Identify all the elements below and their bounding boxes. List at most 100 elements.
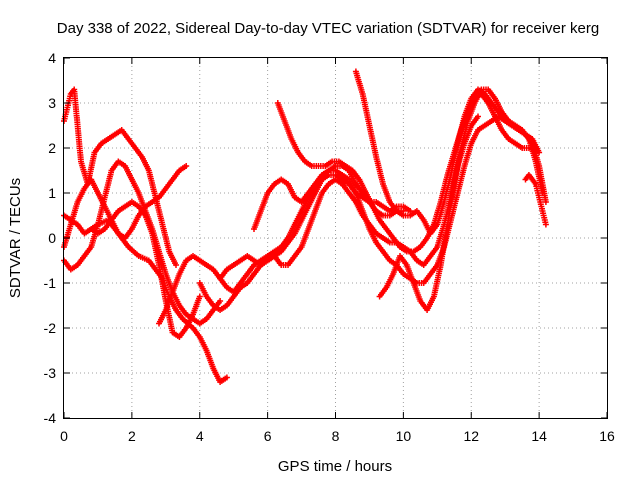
data-point bbox=[113, 133, 117, 136]
data-point bbox=[344, 164, 347, 168]
data-point bbox=[293, 254, 296, 258]
data-point bbox=[110, 169, 113, 172]
data-point bbox=[280, 178, 283, 181]
data-point bbox=[459, 146, 463, 150]
data-point bbox=[79, 160, 83, 163]
data-point bbox=[480, 88, 483, 91]
data-point bbox=[507, 119, 510, 123]
data-point bbox=[544, 200, 548, 204]
data-point bbox=[537, 196, 541, 199]
data-point bbox=[354, 70, 358, 73]
data-point bbox=[259, 259, 263, 262]
data-point bbox=[130, 227, 134, 231]
data-point bbox=[137, 214, 140, 217]
data-point bbox=[361, 209, 364, 213]
data-point bbox=[391, 236, 395, 240]
data-point bbox=[225, 286, 229, 289]
data-point bbox=[212, 367, 215, 370]
data-point bbox=[388, 259, 391, 262]
data-point bbox=[69, 268, 72, 271]
y-tick-label: 0 bbox=[48, 230, 56, 246]
x-tick-label: 14 bbox=[531, 428, 547, 444]
data-point bbox=[69, 223, 72, 226]
data-point bbox=[191, 326, 195, 330]
data-point bbox=[358, 178, 361, 181]
x-tick-label: 4 bbox=[196, 428, 204, 444]
x-tick-label: 10 bbox=[396, 428, 412, 444]
data-point bbox=[283, 119, 286, 123]
data-point bbox=[174, 263, 178, 267]
data-point bbox=[120, 128, 123, 132]
chart-title: Day 338 of 2022, Sidereal Day-to-day VTE… bbox=[57, 20, 599, 37]
data-point bbox=[324, 164, 327, 168]
data-point bbox=[541, 209, 544, 213]
data-point bbox=[239, 286, 242, 289]
data-point bbox=[442, 200, 446, 204]
data-point bbox=[191, 313, 195, 316]
data-point bbox=[178, 335, 181, 339]
data-point bbox=[286, 182, 290, 186]
series-arc-l bbox=[376, 86, 546, 313]
data-point bbox=[246, 272, 249, 276]
data-point bbox=[266, 259, 269, 262]
data-point bbox=[341, 178, 344, 181]
data-point bbox=[76, 200, 79, 204]
data-point bbox=[544, 223, 548, 226]
data-point bbox=[273, 254, 276, 258]
data-point bbox=[178, 272, 181, 276]
data-point bbox=[103, 205, 106, 208]
data-point bbox=[364, 191, 368, 195]
data-point bbox=[388, 214, 391, 217]
data-point bbox=[375, 241, 378, 244]
data-point bbox=[436, 245, 439, 249]
data-point bbox=[463, 164, 466, 168]
data-point bbox=[296, 151, 300, 154]
data-point bbox=[225, 304, 229, 307]
data-point bbox=[303, 160, 307, 163]
series-arc-m bbox=[522, 172, 549, 228]
data-point bbox=[402, 272, 405, 276]
data-point bbox=[341, 173, 344, 177]
grid-lines bbox=[64, 58, 607, 418]
data-point bbox=[313, 209, 317, 213]
data-point bbox=[381, 250, 385, 253]
data-point bbox=[527, 173, 531, 177]
data-point bbox=[361, 92, 364, 96]
data-point bbox=[354, 191, 358, 195]
data-point bbox=[93, 151, 96, 154]
data-point bbox=[449, 173, 453, 177]
data-point bbox=[327, 169, 330, 172]
data-point bbox=[463, 115, 466, 118]
data-point bbox=[106, 137, 110, 141]
data-point bbox=[147, 259, 151, 262]
data-point bbox=[252, 272, 256, 276]
data-point bbox=[89, 245, 93, 249]
data-point bbox=[490, 101, 493, 105]
data-point bbox=[422, 281, 425, 285]
series-arc-e bbox=[88, 199, 203, 340]
data-point bbox=[218, 299, 222, 303]
data-point bbox=[161, 223, 164, 226]
x-tick-label: 0 bbox=[60, 428, 68, 444]
series-arc-k bbox=[352, 68, 543, 237]
data-point bbox=[117, 209, 120, 213]
y-tick-label: 1 bbox=[48, 185, 56, 201]
data-point bbox=[368, 227, 371, 231]
data-point bbox=[89, 227, 93, 231]
data-point bbox=[151, 200, 154, 204]
data-point bbox=[476, 128, 480, 132]
data-point bbox=[191, 254, 195, 258]
data-point bbox=[259, 263, 263, 267]
data-point bbox=[212, 308, 215, 312]
data-point bbox=[334, 164, 337, 168]
data-point bbox=[273, 250, 276, 253]
data-point bbox=[307, 191, 310, 195]
data-point bbox=[218, 308, 222, 312]
data-point bbox=[534, 182, 537, 186]
data-point bbox=[300, 200, 303, 204]
data-point bbox=[300, 245, 303, 249]
data-point bbox=[96, 223, 100, 226]
data-point bbox=[514, 142, 517, 145]
data-point bbox=[429, 232, 432, 235]
data-point bbox=[381, 214, 385, 217]
